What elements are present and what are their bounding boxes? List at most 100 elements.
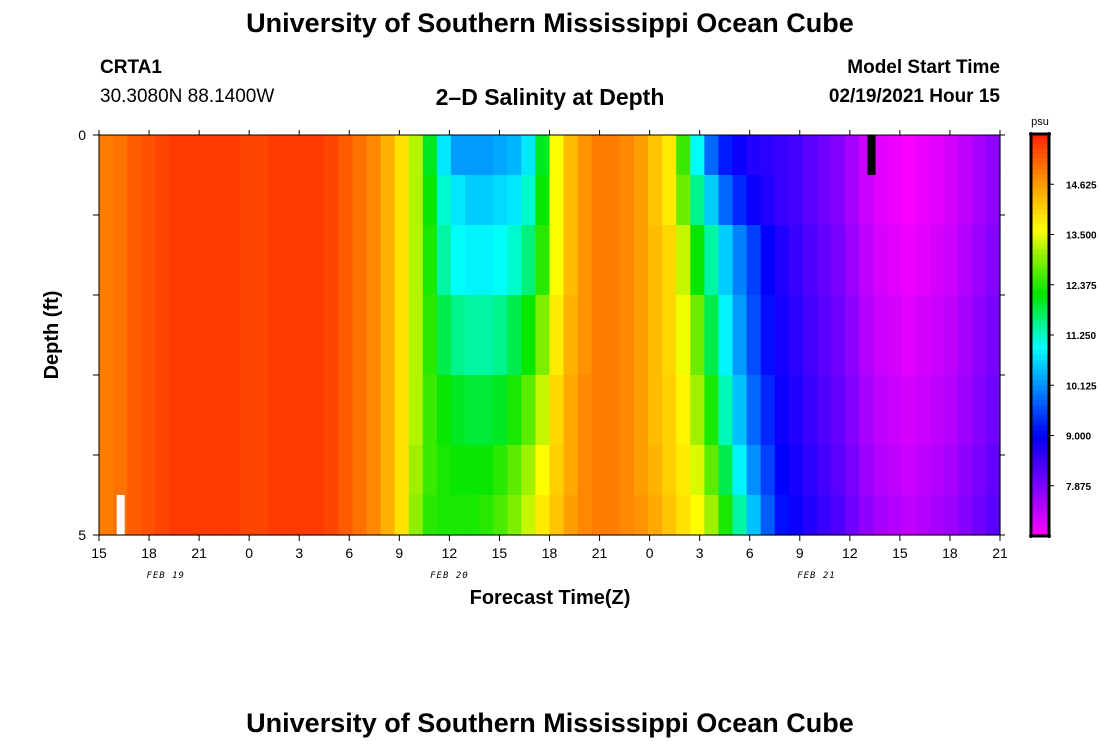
- heatmap-cell: [887, 225, 903, 296]
- heatmap-cell: [507, 225, 522, 296]
- heatmap-cell: [465, 375, 480, 446]
- y-axis-label: Depth (ft): [41, 291, 63, 380]
- heatmap-cell: [718, 445, 734, 496]
- model-start-time: 02/19/2021 Hour 15: [828, 86, 1000, 107]
- heatmap-cell: [267, 225, 283, 296]
- heatmap-cell: [282, 295, 297, 376]
- colorbar-segment: [1031, 380, 1049, 386]
- heatmap-cell: [352, 295, 368, 376]
- heatmap-cell: [985, 225, 1001, 296]
- heatmap-cell: [521, 295, 537, 376]
- colorbar-segment: [1031, 329, 1049, 336]
- colorbar-segment: [1031, 355, 1049, 361]
- heatmap-cell: [127, 295, 142, 376]
- heatmap-cell: [479, 175, 494, 226]
- heatmap-cell: [831, 135, 846, 176]
- heatmap-cell: [324, 495, 339, 536]
- heatmap-cell: [394, 135, 410, 176]
- heatmap-cell: [788, 375, 804, 446]
- heatmap-cell: [577, 175, 593, 226]
- heatmap-cell: [141, 175, 156, 226]
- heatmap-cell: [338, 295, 354, 376]
- heatmap-cell: [676, 295, 691, 376]
- heatmap-cell: [127, 225, 142, 296]
- heatmap-cell: [591, 295, 607, 376]
- heatmap-cell: [676, 495, 691, 536]
- colorbar-segment: [1031, 515, 1049, 522]
- heatmap-cell: [971, 495, 987, 536]
- colorbar-segment: [1031, 219, 1049, 225]
- date-label: FEB 19: [146, 571, 185, 581]
- heatmap-cell: [873, 225, 888, 296]
- heatmap-cell: [507, 295, 522, 376]
- heatmap-cell: [929, 135, 945, 176]
- heatmap-cell: [887, 295, 903, 376]
- heatmap-cell: [718, 225, 734, 296]
- heatmap-cell: [845, 295, 860, 376]
- heatmap-cell: [267, 295, 283, 376]
- heatmap-cell: [127, 175, 142, 226]
- heatmap-cell: [324, 175, 339, 226]
- heatmap-cell: [239, 375, 255, 446]
- heatmap-cell: [774, 295, 790, 376]
- heatmap-cell: [141, 135, 156, 176]
- heatmap-cell: [943, 135, 959, 176]
- heatmap-cell: [155, 135, 170, 176]
- colorbar-segment: [1031, 415, 1049, 421]
- heatmap-cell: [338, 225, 354, 296]
- heatmap-cell: [915, 375, 931, 446]
- colorbar-segment: [1031, 340, 1049, 346]
- heatmap-cell: [704, 175, 720, 226]
- colorbar-unit: psu: [1031, 116, 1049, 128]
- x-tick-label: 3: [295, 545, 303, 561]
- colorbar-segment: [1031, 475, 1049, 482]
- heatmap-cell: [676, 225, 691, 296]
- heatmap-cell: [239, 135, 255, 176]
- x-tick-label: 12: [842, 545, 858, 561]
- heatmap-cell: [591, 175, 607, 226]
- date-label: FEB 21: [797, 571, 836, 581]
- heatmap-cell: [380, 225, 396, 296]
- heatmap-cell: [267, 495, 283, 536]
- heatmap-cell: [521, 225, 537, 296]
- heatmap-cell: [422, 295, 438, 376]
- heatmap-cell: [873, 375, 888, 446]
- heatmap-cell: [436, 135, 452, 176]
- heatmap-cell: [591, 225, 607, 296]
- heatmap-cell: [648, 225, 663, 296]
- heatmap-cell: [535, 375, 551, 446]
- heatmap-cell: [521, 495, 537, 536]
- colorbar: psu 14.625 13.500 12.375 11.250 10.125 9.000 7.…: [1029, 116, 1097, 538]
- heatmap-cell: [802, 375, 818, 446]
- heatmap-cell: [99, 175, 114, 226]
- colorbar-segment: [1031, 440, 1049, 447]
- colorbar-segment: [1031, 485, 1049, 492]
- heatmap-cell: [282, 135, 297, 176]
- heatmap-cell: [183, 225, 199, 296]
- heatmap-cell: [408, 225, 424, 296]
- heatmap-cell: [352, 375, 368, 446]
- heatmap-cell: [113, 375, 128, 446]
- heatmap-cell: [366, 225, 382, 296]
- heatmap-cell: [676, 135, 691, 176]
- heatmap-cell: [450, 375, 466, 446]
- heatmap-cell: [662, 135, 677, 176]
- heatmap-cell: [267, 445, 283, 496]
- colorbar-segment: [1031, 144, 1049, 150]
- colorbar-segment: [1031, 324, 1049, 331]
- chart-subtitle: 2–D Salinity at Depth: [435, 84, 665, 110]
- colorbar-tick-label: 7.875: [1066, 482, 1091, 493]
- heatmap-cell: [169, 135, 185, 176]
- heatmap-cell: [394, 445, 410, 496]
- heatmap-cell: [605, 225, 621, 296]
- heatmap-cell: [380, 375, 396, 446]
- heatmap-cell: [985, 445, 1001, 496]
- heatmap-cell: [929, 225, 945, 296]
- heatmap-cell: [831, 375, 846, 446]
- heatmap-cell: [648, 375, 663, 446]
- colorbar-segment: [1031, 284, 1049, 291]
- heatmap-cell: [436, 375, 452, 446]
- heatmap-cell: [408, 375, 424, 446]
- heatmap-cell: [985, 135, 1001, 176]
